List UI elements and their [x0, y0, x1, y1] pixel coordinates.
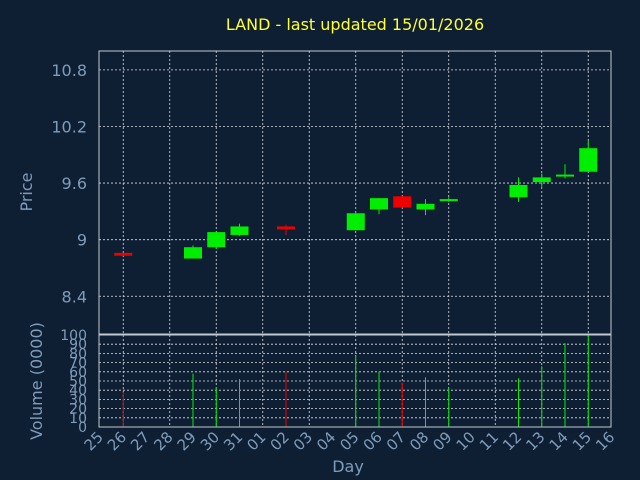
candle-body — [277, 226, 295, 230]
volume-frame — [98, 334, 612, 428]
volume-tick-label: 60 — [69, 365, 87, 381]
volume-tick-label: 30 — [69, 392, 87, 408]
candle-body — [532, 177, 551, 183]
candle-body — [416, 203, 435, 210]
x-tick-label: 16 — [592, 428, 618, 454]
candle-body — [114, 252, 133, 256]
candle-body — [579, 148, 598, 172]
volume-tick-label: 100 — [60, 328, 87, 344]
price-tick-label: 10.2 — [51, 117, 87, 136]
price-tick-label: 9.6 — [62, 174, 87, 193]
candle-body — [370, 198, 388, 210]
volume-tick-label: 50 — [69, 374, 87, 390]
x-axis-label: Day — [332, 457, 364, 476]
candle-body — [346, 213, 365, 231]
candle-body — [393, 196, 412, 208]
candle-body — [509, 184, 528, 198]
volume-tick-label: 0 — [78, 420, 87, 436]
candle-body — [439, 199, 458, 202]
volume-tick-label: 20 — [69, 402, 87, 418]
volume-axis-label: Volume (0000) — [27, 322, 46, 440]
volume-tick-label: 90 — [69, 337, 87, 353]
volume-tick-label: 40 — [69, 383, 87, 399]
candle-body — [207, 232, 226, 248]
candle-body — [556, 174, 574, 177]
volume-tick-label: 80 — [69, 346, 87, 362]
price-tick-label: 10.8 — [51, 61, 87, 80]
volume-tick-label: 10 — [69, 411, 87, 427]
candle-body — [230, 226, 249, 235]
x-axis-ticks: 2526272829303101020304050607080910111213… — [81, 428, 619, 454]
price-tick-label: 9 — [77, 231, 87, 250]
price-axis-label: Price — [17, 172, 36, 211]
candle-body — [184, 247, 202, 259]
volume-tick-label: 70 — [69, 356, 87, 372]
price-panel: 8.4 9 9.6 10.2 10.8 Price — [17, 50, 612, 335]
price-tick-label: 8.4 — [62, 287, 87, 306]
price-frame — [98, 50, 612, 335]
chart-title: LAND - last updated 15/01/2026 — [226, 15, 484, 34]
